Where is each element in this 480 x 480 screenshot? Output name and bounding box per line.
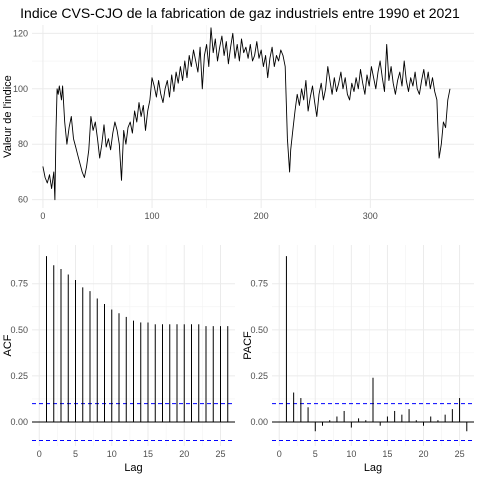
acf-x-tick-label: 5 <box>73 449 78 459</box>
acf-x-tick-label: 10 <box>107 449 117 459</box>
pacf-y-tick-label: 0.75 <box>250 279 268 289</box>
pacf-x-tick-label: 20 <box>418 449 428 459</box>
acf-y-tick-label: 0.25 <box>10 371 28 381</box>
pacf-y-axis-label: PACF <box>242 331 254 360</box>
pacf-x-tick-label: 10 <box>346 449 356 459</box>
acf-y-axis-label: ACF <box>2 334 14 356</box>
pacf-x-tick-label: 5 <box>313 449 318 459</box>
acf-y-tick-label: 0.75 <box>10 279 28 289</box>
acf-x-axis-label: Lag <box>124 462 142 474</box>
pacf-y-tick-label: 0.25 <box>250 371 268 381</box>
pacf-y-tick-label: 0.00 <box>250 417 268 427</box>
pacf-x-tick-label: 15 <box>382 449 392 459</box>
pacf-x-tick-label: 25 <box>455 449 465 459</box>
acf-x-tick-label: 20 <box>179 449 189 459</box>
series-x-tick-label: 200 <box>254 211 269 221</box>
series-line <box>42 27 451 201</box>
acf-x-tick-label: 25 <box>215 449 225 459</box>
acf-x-tick-label: 0 <box>37 449 42 459</box>
series-y-tick-label: 60 <box>18 195 28 205</box>
pacf-x-axis-label: Lag <box>364 462 382 474</box>
series-y-tick-label: 100 <box>13 84 28 94</box>
pacf-y-tick-label: 0.50 <box>250 325 268 335</box>
series-y-axis-label: Valeur de l'indice <box>2 75 14 158</box>
series-x-tick-label: 0 <box>40 211 45 221</box>
series-x-tick-label: 100 <box>145 211 160 221</box>
acf-y-tick-label: 0.50 <box>10 325 28 335</box>
series-y-tick-label: 80 <box>18 139 28 149</box>
series-y-tick-label: 120 <box>13 28 28 38</box>
page-title: Indice CVS-CJO de la fabrication de gaz … <box>20 5 460 21</box>
acf-x-tick-label: 15 <box>143 449 153 459</box>
acf-y-tick-label: 0.00 <box>10 417 28 427</box>
pacf-x-tick-label: 0 <box>277 449 282 459</box>
series-x-tick-label: 300 <box>363 211 378 221</box>
